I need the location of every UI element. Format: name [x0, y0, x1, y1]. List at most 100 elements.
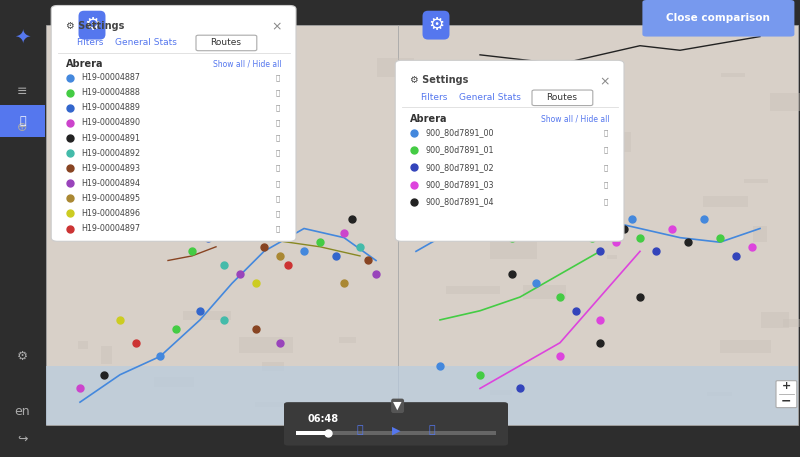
- Text: H19-00004895: H19-00004895: [82, 194, 141, 203]
- Bar: [607, 255, 617, 259]
- Bar: [522, 285, 566, 299]
- Text: H19-00004892: H19-00004892: [82, 149, 141, 158]
- Bar: [722, 73, 745, 77]
- Bar: [154, 377, 194, 387]
- Text: H19-00004887: H19-00004887: [82, 73, 141, 82]
- Bar: [411, 166, 434, 178]
- Text: 👁: 👁: [276, 135, 280, 141]
- Bar: [0, 0, 45, 457]
- Text: ✦: ✦: [14, 27, 30, 46]
- Text: 06:48: 06:48: [308, 414, 339, 425]
- FancyBboxPatch shape: [776, 381, 797, 408]
- Text: 👁: 👁: [604, 147, 608, 153]
- FancyBboxPatch shape: [284, 402, 508, 446]
- Text: H19-00004894: H19-00004894: [82, 179, 141, 188]
- Text: 👁: 👁: [276, 225, 280, 232]
- Bar: [255, 402, 292, 407]
- Bar: [606, 132, 631, 152]
- Bar: [46, 366, 398, 425]
- Bar: [401, 220, 430, 227]
- Text: 👁: 👁: [604, 164, 608, 170]
- Text: ⚙ Settings: ⚙ Settings: [410, 75, 468, 85]
- Bar: [178, 43, 222, 56]
- Text: ⚙: ⚙: [17, 350, 28, 363]
- FancyBboxPatch shape: [51, 5, 296, 241]
- Bar: [770, 93, 800, 111]
- Text: 👁: 👁: [604, 181, 608, 188]
- Text: ⚙: ⚙: [428, 16, 444, 34]
- Text: ⏪: ⏪: [357, 425, 363, 436]
- Text: 900_80d7891_01: 900_80d7891_01: [426, 145, 494, 154]
- Text: 👁: 👁: [604, 129, 608, 136]
- Text: ×: ×: [599, 75, 610, 88]
- Text: +: +: [782, 381, 791, 391]
- Bar: [744, 180, 767, 183]
- Bar: [78, 340, 88, 349]
- Text: Close comparison: Close comparison: [666, 13, 770, 23]
- Text: −: −: [781, 395, 792, 408]
- FancyBboxPatch shape: [395, 60, 624, 241]
- Text: ⏩: ⏩: [429, 425, 435, 436]
- Bar: [90, 214, 99, 233]
- Text: H19-00004896: H19-00004896: [82, 209, 141, 218]
- Bar: [154, 213, 182, 221]
- Bar: [258, 130, 267, 150]
- Text: ▼: ▼: [394, 401, 402, 411]
- Text: General Stats: General Stats: [114, 38, 177, 48]
- Text: Show all / Hide all: Show all / Hide all: [541, 114, 610, 123]
- Bar: [702, 196, 748, 207]
- Text: ⚙ Settings: ⚙ Settings: [66, 21, 124, 31]
- Bar: [239, 337, 294, 353]
- Text: 👁: 👁: [276, 210, 280, 217]
- Text: 👁: 👁: [276, 74, 280, 81]
- Text: ≡: ≡: [17, 85, 28, 98]
- Bar: [138, 156, 161, 168]
- Text: H19-00004893: H19-00004893: [82, 164, 141, 173]
- Text: 👁: 👁: [276, 195, 280, 202]
- FancyBboxPatch shape: [642, 0, 794, 37]
- Bar: [73, 36, 118, 42]
- Text: H19-00004897: H19-00004897: [82, 224, 141, 233]
- Text: Abrera: Abrera: [66, 59, 103, 69]
- Text: Routes: Routes: [546, 93, 577, 102]
- Bar: [296, 431, 328, 435]
- Text: 👁: 👁: [604, 199, 608, 205]
- Text: Abrera: Abrera: [410, 114, 447, 124]
- Text: ▶: ▶: [392, 425, 400, 436]
- Text: 900_80d7891_00: 900_80d7891_00: [426, 128, 494, 137]
- Text: 900_80d7891_03: 900_80d7891_03: [426, 180, 494, 189]
- Text: H19-00004888: H19-00004888: [82, 88, 141, 97]
- Bar: [398, 25, 798, 425]
- Text: H19-00004890: H19-00004890: [82, 118, 141, 128]
- Bar: [102, 346, 112, 364]
- Bar: [720, 340, 770, 352]
- Text: 900_80d7891_04: 900_80d7891_04: [426, 197, 494, 207]
- Text: 👁: 👁: [276, 105, 280, 111]
- Bar: [490, 241, 537, 259]
- Text: en: en: [14, 405, 30, 418]
- Text: ⊕: ⊕: [17, 122, 28, 134]
- Bar: [398, 366, 798, 425]
- Bar: [339, 337, 356, 343]
- Text: Filters: Filters: [76, 38, 103, 48]
- Text: 👁: 👁: [276, 150, 280, 156]
- Bar: [262, 362, 284, 371]
- Bar: [783, 319, 800, 327]
- Text: 👁: 👁: [276, 120, 280, 126]
- Text: Filters: Filters: [420, 93, 447, 102]
- Bar: [377, 58, 414, 77]
- Text: 👁: 👁: [276, 180, 280, 186]
- Bar: [146, 197, 160, 214]
- Text: ⚙: ⚙: [84, 16, 100, 34]
- Text: 🗺: 🗺: [19, 116, 26, 126]
- Text: General Stats: General Stats: [458, 93, 521, 102]
- Bar: [490, 390, 512, 395]
- Bar: [446, 286, 500, 294]
- Bar: [401, 93, 442, 108]
- Text: ×: ×: [271, 21, 282, 33]
- Text: 900_80d7891_02: 900_80d7891_02: [426, 163, 494, 172]
- Bar: [707, 392, 732, 396]
- FancyBboxPatch shape: [532, 90, 593, 106]
- Text: 👁: 👁: [276, 90, 280, 96]
- Text: H19-00004891: H19-00004891: [82, 133, 141, 143]
